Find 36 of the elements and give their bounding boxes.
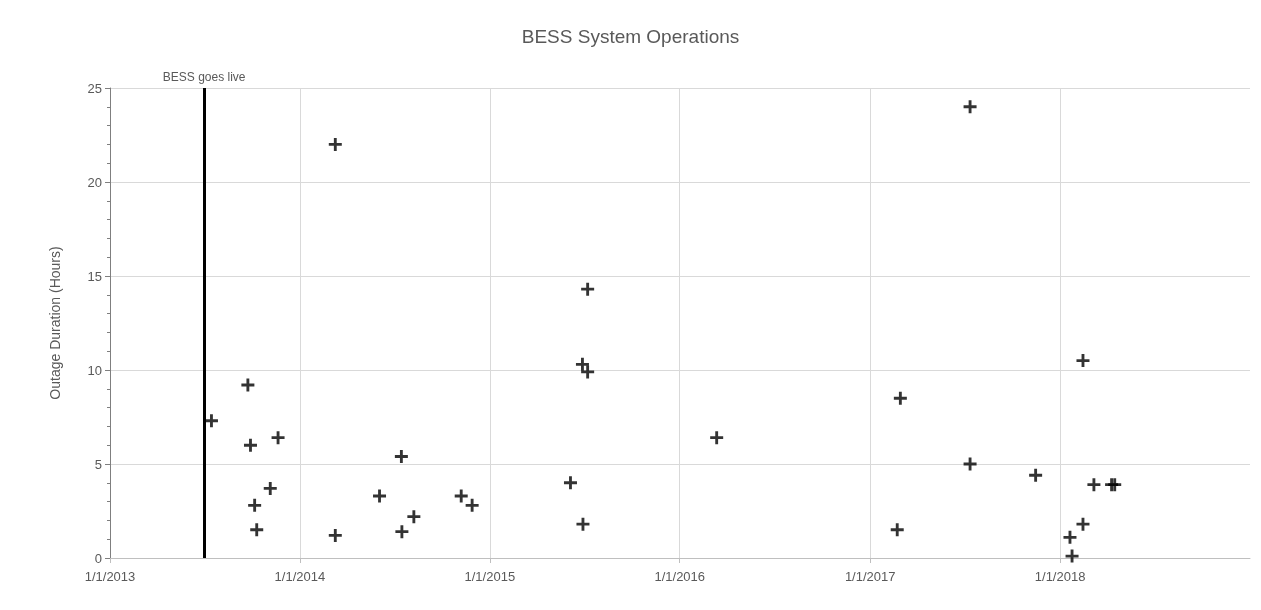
x-tick-label: 1/1/2013 xyxy=(84,569,136,584)
point xyxy=(248,498,262,512)
point xyxy=(328,137,342,151)
point xyxy=(581,282,595,296)
chart-title: BESS System Operations xyxy=(521,26,740,47)
x-tick-label: 1/1/2018 xyxy=(1034,569,1086,584)
y-axis-title: Outage Duration (Hours) xyxy=(47,246,63,400)
point xyxy=(963,100,977,114)
y-tick-label: 15 xyxy=(87,268,102,284)
point xyxy=(204,414,218,428)
point xyxy=(395,525,409,539)
point xyxy=(1029,468,1043,482)
point xyxy=(893,391,907,405)
point xyxy=(465,498,479,512)
point xyxy=(407,510,421,524)
point xyxy=(1087,478,1101,492)
x-tick-label: 1/1/2014 xyxy=(274,569,326,584)
y-tick-label: 0 xyxy=(94,550,102,566)
y-tick-label: 25 xyxy=(87,80,102,96)
point xyxy=(394,449,408,463)
point xyxy=(243,438,257,452)
y-tick-label: 20 xyxy=(87,174,102,190)
y-tick-label: 10 xyxy=(87,362,102,378)
x-tick-label: 1/1/2017 xyxy=(844,569,896,584)
point xyxy=(581,365,595,379)
ref-line-label: BESS goes live xyxy=(162,70,246,84)
point xyxy=(328,528,342,542)
point xyxy=(263,481,277,495)
y-tick-label: 5 xyxy=(94,456,102,472)
x-tick-label: 1/1/2015 xyxy=(464,569,516,584)
point xyxy=(575,357,589,371)
point xyxy=(563,476,577,490)
x-tick-label: 1/1/2016 xyxy=(654,569,706,584)
point xyxy=(250,523,264,537)
point xyxy=(890,523,904,537)
point xyxy=(710,431,724,445)
